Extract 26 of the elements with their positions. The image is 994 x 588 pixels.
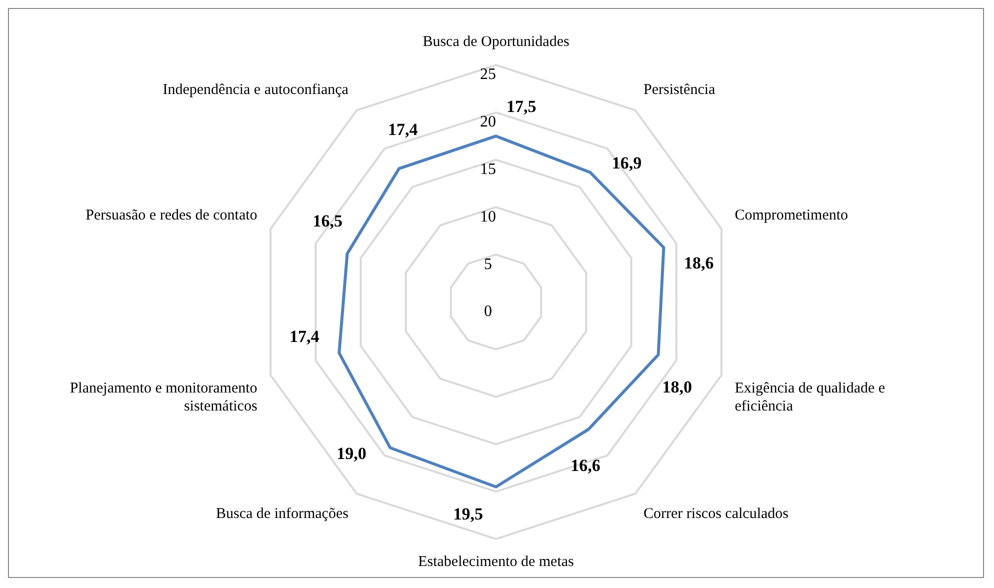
spoke-label: Comprometimento (734, 207, 848, 224)
data-label: 17,4 (388, 120, 418, 140)
spoke-label: Exigência de qualidade e eficiência (734, 380, 886, 414)
spoke-label: Busca de informações (216, 506, 349, 522)
spoke-label: Persuasão e redes de contato (86, 207, 258, 224)
spoke-label: Busca de Oportunidades (422, 34, 570, 50)
data-label: 19,0 (336, 444, 366, 463)
y-tick-label: 0 (484, 303, 492, 320)
spoke-label: Planejamento e monitoramento sistemáticos (70, 380, 258, 414)
spoke-label: Independência e autoconfiança (162, 82, 349, 98)
data-label: 19,5 (453, 504, 484, 524)
data-label: 16,9 (612, 153, 642, 172)
y-tick-label: 25 (480, 66, 496, 84)
data-label: 18,6 (684, 254, 714, 273)
spoke-label: Estabelecimento de metas (418, 554, 574, 570)
y-tick-label: 15 (480, 161, 496, 178)
y-tick-label: 20 (480, 114, 496, 131)
y-tick-label: 5 (484, 256, 492, 273)
data-label: 17,5 (506, 97, 536, 116)
data-label: 17,4 (289, 327, 320, 346)
spoke-label: Persistência (644, 82, 716, 98)
spoke-label: Correr riscos calculados (644, 506, 789, 522)
y-tick-label: 10 (480, 208, 496, 226)
data-label: 18,0 (662, 378, 692, 397)
data-label: 16,6 (570, 456, 600, 475)
data-label: 16,5 (312, 211, 343, 230)
